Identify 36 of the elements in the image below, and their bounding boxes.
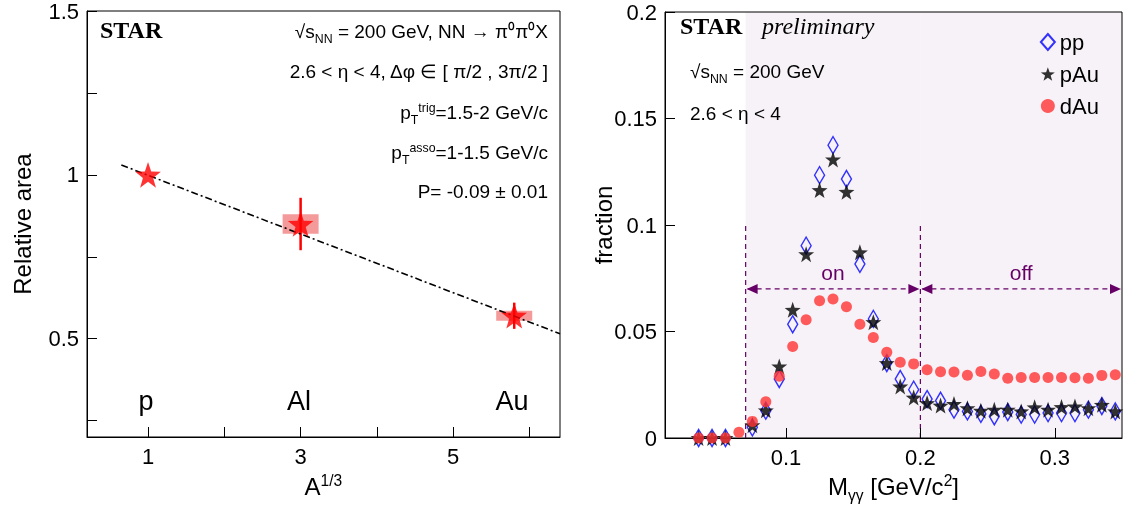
annotation: Al bbox=[287, 386, 312, 416]
annotation: p$_{T}$$^{trig}$=1.5-2 GeV/c bbox=[400, 101, 548, 128]
y-tick-label: 0.15 bbox=[614, 106, 657, 131]
y-tick-label: 0.5 bbox=[48, 326, 79, 352]
band-label: on bbox=[821, 260, 845, 284]
x-tick-label: 0.3 bbox=[1039, 444, 1071, 470]
x-tick-label: 0.2 bbox=[905, 444, 936, 470]
y-tick-label: 1.5 bbox=[48, 0, 79, 24]
y-tick-label: 0 bbox=[644, 425, 657, 451]
y-tick-label: 0.05 bbox=[614, 319, 657, 344]
annotation: √s$_{NN}$ = 200 GeV bbox=[690, 61, 825, 86]
y-axis-title: Relative area bbox=[8, 152, 36, 295]
legend-label: pAu bbox=[1059, 61, 1100, 87]
annotation: preliminary bbox=[762, 13, 875, 39]
annotation: Au bbox=[495, 386, 529, 416]
y-tick-label: 0.2 bbox=[626, 0, 657, 25]
annotation: P= -0.09 ± 0.01 bbox=[417, 181, 548, 202]
x-tick-label: 1 bbox=[141, 443, 155, 469]
x-axis-title: A$^{1/3}$ bbox=[304, 472, 343, 500]
annotation: STAR bbox=[100, 17, 163, 43]
band-label: off bbox=[1009, 260, 1033, 284]
y-tick-label: 1 bbox=[66, 162, 79, 188]
annotation: √s$_{NN}$ = 200 GeV, NN → π⁰π⁰X bbox=[294, 21, 548, 46]
annotation: STAR bbox=[680, 13, 743, 39]
x-tick-label: 0.1 bbox=[770, 444, 802, 470]
x-tick-label: 5 bbox=[447, 443, 460, 469]
annotation: p bbox=[138, 386, 154, 416]
x-axis-title: M$_{γγ}$ [GeV/c$^{2}$] bbox=[828, 472, 959, 504]
annotation: 2.6 < η < 4, Δφ ∈ [ π/2 , 3π/2 ] bbox=[289, 61, 548, 82]
y-tick-label: 0.1 bbox=[626, 212, 657, 238]
legend-label: pp bbox=[1059, 29, 1085, 55]
annotation: 2.6 < η < 4 bbox=[690, 103, 781, 124]
x-tick-label: 3 bbox=[294, 443, 307, 469]
annotation: p$_{T}$$^{asso}$=1-1.5 GeV/c bbox=[391, 141, 548, 168]
legend-label: dAu bbox=[1059, 93, 1100, 119]
y-axis-title: fraction bbox=[589, 185, 617, 265]
